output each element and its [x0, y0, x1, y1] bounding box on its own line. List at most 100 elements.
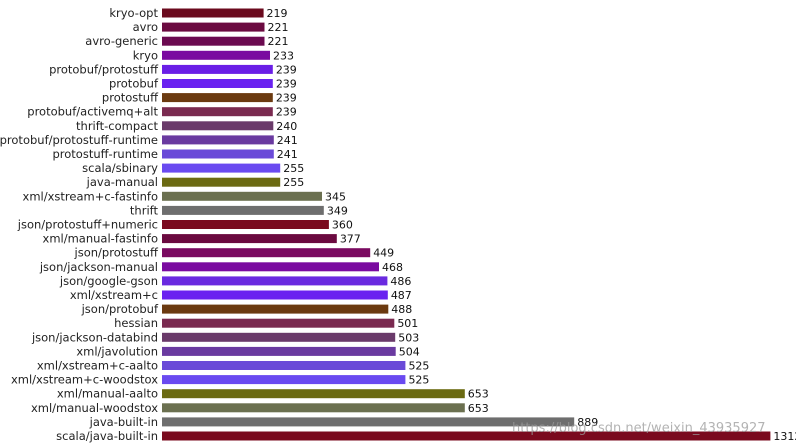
category-label: xml/xstream+c-aalto — [37, 359, 158, 373]
bar-row: json/jackson-databind 503 — [31, 330, 419, 344]
bar — [162, 234, 337, 244]
value-label: 1312 — [773, 430, 796, 443]
category-label: thrift-compact — [76, 119, 158, 133]
value-label: 221 — [267, 21, 288, 34]
value-label: 449 — [373, 247, 394, 260]
value-label: 240 — [276, 120, 297, 133]
bar-row: avro 221 — [133, 20, 289, 34]
category-label: xml/xstream+c-woodstox — [11, 373, 158, 387]
value-label: 239 — [276, 78, 297, 91]
bar — [162, 121, 274, 131]
value-label: 239 — [276, 106, 297, 119]
bar-row: protobuf/protostuff-runtime 241 — [0, 133, 298, 147]
category-label: thrift — [130, 203, 159, 217]
value-label: 653 — [468, 388, 489, 401]
value-label: 525 — [408, 360, 429, 373]
value-label: 525 — [408, 374, 429, 387]
value-label: 221 — [267, 35, 288, 48]
value-label: 239 — [276, 92, 297, 105]
value-label: 345 — [325, 190, 346, 203]
bar — [162, 403, 465, 413]
bar — [162, 220, 329, 229]
category-label: hessian — [114, 316, 158, 330]
bar — [162, 205, 324, 215]
category-label: json/protostuff+numeric — [17, 218, 158, 232]
bar-row: protobuf/protostuff 239 — [49, 62, 297, 76]
category-label: protobuf/protostuff — [49, 62, 159, 76]
bar-row: java-manual 255 — [86, 175, 305, 189]
category-label: json/jackson-manual — [39, 260, 158, 274]
value-label: 468 — [382, 261, 403, 274]
bar — [162, 177, 281, 187]
bar — [162, 375, 406, 385]
bar-row: json/google-gson 486 — [59, 274, 411, 288]
category-label: java-built-in — [89, 415, 158, 429]
bar-row: xml/xstream+c 487 — [70, 288, 412, 302]
category-label: xml/xstream+c-fastinfo — [23, 189, 158, 203]
bar-row: xml/manual-aalto 653 — [57, 387, 489, 401]
bar-row: protostuff-runtime 241 — [52, 147, 297, 161]
bar — [162, 36, 265, 46]
category-label: kryo-opt — [109, 6, 158, 20]
bar — [162, 107, 273, 117]
category-label: protobuf — [109, 77, 159, 91]
bar — [162, 248, 371, 258]
value-label: 233 — [273, 49, 294, 62]
value-label: 255 — [283, 162, 304, 175]
value-label: 488 — [391, 303, 412, 316]
value-label: 503 — [398, 331, 419, 344]
bar — [162, 149, 274, 159]
value-label: 219 — [267, 7, 288, 20]
bar — [162, 79, 273, 88]
bar-row: java-built-in 889 — [89, 415, 599, 429]
bar-row: kryo 233 — [133, 48, 294, 62]
category-label: avro-generic — [85, 34, 158, 48]
bar-row: json/protobuf 488 — [81, 302, 413, 316]
bar — [162, 431, 771, 441]
bar — [162, 64, 273, 74]
bar-row: xml/manual-fastinfo 377 — [43, 232, 361, 246]
bar — [162, 262, 379, 272]
bar-row: scala/sbinary 255 — [82, 161, 304, 175]
bar-row: json/protostuff 449 — [74, 246, 395, 260]
category-label: xml/manual-aalto — [57, 387, 158, 401]
category-label: java-manual — [86, 175, 158, 189]
bar-row: json/protostuff+numeric 360 — [17, 218, 353, 232]
category-label: xml/manual-woodstox — [31, 401, 158, 415]
value-label: 377 — [340, 233, 361, 246]
bar-row: protobuf/activemq+alt 239 — [27, 105, 297, 119]
value-label: 241 — [277, 148, 298, 161]
bar — [162, 361, 406, 370]
category-label: avro — [133, 20, 158, 34]
value-label: 349 — [327, 204, 348, 217]
bar-row: hessian 501 — [114, 316, 418, 330]
value-label: 504 — [399, 345, 420, 358]
bar-row: thrift-compact 240 — [76, 119, 297, 133]
bar — [162, 389, 465, 399]
value-label: 487 — [391, 289, 412, 302]
bar — [162, 276, 388, 286]
value-label: 360 — [332, 219, 353, 232]
category-label: json/protobuf — [81, 302, 159, 316]
category-label: xml/xstream+c — [70, 288, 158, 302]
bar — [162, 346, 396, 356]
value-label: 255 — [283, 176, 304, 189]
value-label: 241 — [277, 134, 298, 147]
watermark-text: https://blog.csdn.net/weixin_43935927 — [512, 421, 766, 436]
bars-layer: kryo-opt 219 avro 221 avro-generic 221 kryo 233… — [0, 6, 796, 443]
bar-row: protobuf 239 — [109, 77, 297, 91]
bar-row: xml/xstream+c-aalto 525 — [37, 359, 430, 373]
bar-row: kryo-opt 219 — [109, 6, 287, 20]
category-label: json/google-gson — [59, 274, 158, 288]
category-label: xml/javolution — [76, 344, 158, 358]
value-label: 653 — [468, 402, 489, 415]
value-label: 889 — [577, 416, 598, 429]
category-label: scala/sbinary — [82, 161, 158, 175]
value-label: 501 — [397, 317, 418, 330]
category-label: kryo — [133, 48, 158, 62]
bar — [162, 304, 389, 314]
bar — [162, 50, 270, 60]
bar — [162, 163, 281, 173]
bar — [162, 22, 265, 32]
